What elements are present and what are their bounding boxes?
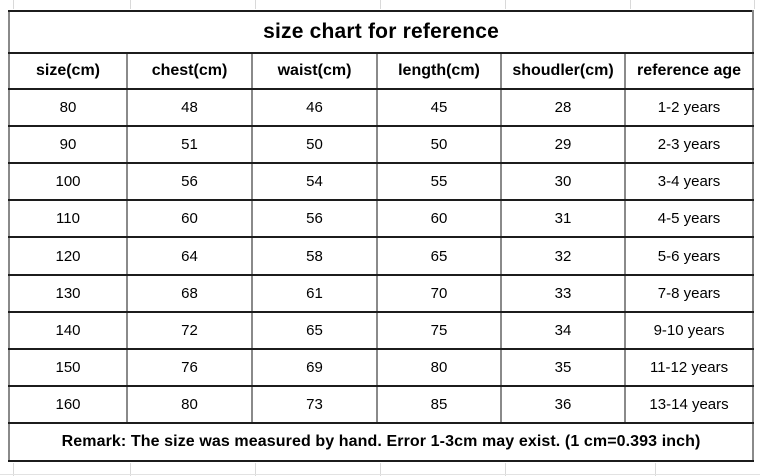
sheet-gridline: [255, 0, 256, 9]
table-cell: 51: [126, 125, 253, 165]
sheet-gridline: [505, 463, 506, 476]
table-cell: 9-10 years: [623, 310, 755, 350]
table-row: 100 56 54 55 30 3-4 years: [8, 162, 755, 202]
table-row: 140 72 65 75 34 9-10 years: [8, 310, 755, 350]
table-cell: 50: [376, 125, 502, 165]
table-cell: 56: [251, 199, 378, 239]
table-row: 120 64 58 65 32 5-6 years: [8, 236, 755, 276]
table-cell: 90: [8, 125, 128, 165]
table-cell: 11-12 years: [623, 347, 755, 387]
table-cell: 3-4 years: [623, 162, 755, 202]
table-cell: 160: [8, 384, 128, 424]
sheet-gridline: [754, 0, 755, 9]
table-cell: 31: [500, 199, 626, 239]
table-cell: 120: [8, 236, 128, 276]
table-row: 110 60 56 60 31 4-5 years: [8, 199, 755, 239]
table-cell: 72: [126, 310, 253, 350]
header-row: size(cm) chest(cm) waist(cm) length(cm) shou…: [8, 52, 755, 91]
table-cell: 32: [500, 236, 626, 276]
table-cell: 140: [8, 310, 128, 350]
table-cell: 80: [8, 88, 128, 128]
table-cell: 68: [126, 273, 253, 313]
sheet-gridline: [130, 0, 131, 9]
table-cell: 75: [376, 310, 502, 350]
table-cell: 80: [376, 347, 502, 387]
table-cell: 69: [251, 347, 378, 387]
table-row: 90 51 50 50 29 2-3 years: [8, 125, 755, 165]
table-cell: 85: [376, 384, 502, 424]
table-cell: 65: [376, 236, 502, 276]
table-title: size chart for reference: [7, 9, 755, 55]
table-cell: 29: [500, 125, 626, 165]
table-title-row: size chart for reference: [7, 9, 755, 55]
column-header: reference age: [623, 52, 755, 91]
table-cell: 64: [126, 236, 253, 276]
table-cell: 61: [251, 273, 378, 313]
table-cell: 45: [376, 88, 502, 128]
table-cell: 100: [8, 162, 128, 202]
sheet-gridline: [380, 463, 381, 476]
table-cell: 110: [8, 199, 128, 239]
sheet-gridline: [630, 0, 631, 9]
column-header: chest(cm): [126, 52, 253, 91]
table-cell: 50: [251, 125, 378, 165]
table-cell: 80: [126, 384, 253, 424]
table-cell: 1-2 years: [623, 88, 755, 128]
table-row: 150 76 69 80 35 11-12 years: [8, 347, 755, 387]
table-cell: 60: [126, 199, 253, 239]
sheet-gridline: [655, 463, 656, 476]
table-cell: 46: [251, 88, 378, 128]
remark-text: Remark: The size was measured by hand. E…: [7, 421, 755, 463]
table-cell: 33: [500, 273, 626, 313]
table-cell: 13-14 years: [623, 384, 755, 424]
sheet-gridline: [130, 463, 131, 476]
table-cell: 150: [8, 347, 128, 387]
table-cell: 35: [500, 347, 626, 387]
sheet-gridline: [13, 463, 14, 476]
sheet-gridline: [0, 474, 760, 475]
sheet-gridline: [255, 463, 256, 476]
table-cell: 130: [8, 273, 128, 313]
column-header: shoudler(cm): [500, 52, 626, 91]
table-cell: 65: [251, 310, 378, 350]
table-cell: 2-3 years: [623, 125, 755, 165]
table-cell: 60: [376, 199, 502, 239]
table-cell: 54: [251, 162, 378, 202]
table-cell: 56: [126, 162, 253, 202]
table-cell: 70: [376, 273, 502, 313]
sheet-gridline: [13, 0, 14, 9]
table-cell: 34: [500, 310, 626, 350]
table-cell: 7-8 years: [623, 273, 755, 313]
table-body: 80 48 46 45 28 1-2 years 90 51 50 50 29 2-3 years 10…: [8, 88, 755, 424]
table-row: 130 68 61 70 33 7-8 years: [8, 273, 755, 313]
table-cell: 5-6 years: [623, 236, 755, 276]
column-header: waist(cm): [251, 52, 378, 91]
table-cell: 73: [251, 384, 378, 424]
table-cell: 28: [500, 88, 626, 128]
table-cell: 4-5 years: [623, 199, 755, 239]
sheet-gridline: [505, 0, 506, 9]
table-row: 80 48 46 45 28 1-2 years: [8, 88, 755, 128]
table-cell: 36: [500, 384, 626, 424]
table-cell: 76: [126, 347, 253, 387]
remark-row: Remark: The size was measured by hand. E…: [7, 421, 755, 463]
table-cell: 58: [251, 236, 378, 276]
column-header: size(cm): [8, 52, 128, 91]
table-row: 160 80 73 85 36 13-14 years: [8, 384, 755, 424]
table-cell: 48: [126, 88, 253, 128]
column-header: length(cm): [376, 52, 502, 91]
table-cell: 30: [500, 162, 626, 202]
size-chart-table: size chart for reference size(cm) chest(c…: [7, 9, 755, 463]
table-cell: 55: [376, 162, 502, 202]
sheet-gridline: [380, 0, 381, 9]
